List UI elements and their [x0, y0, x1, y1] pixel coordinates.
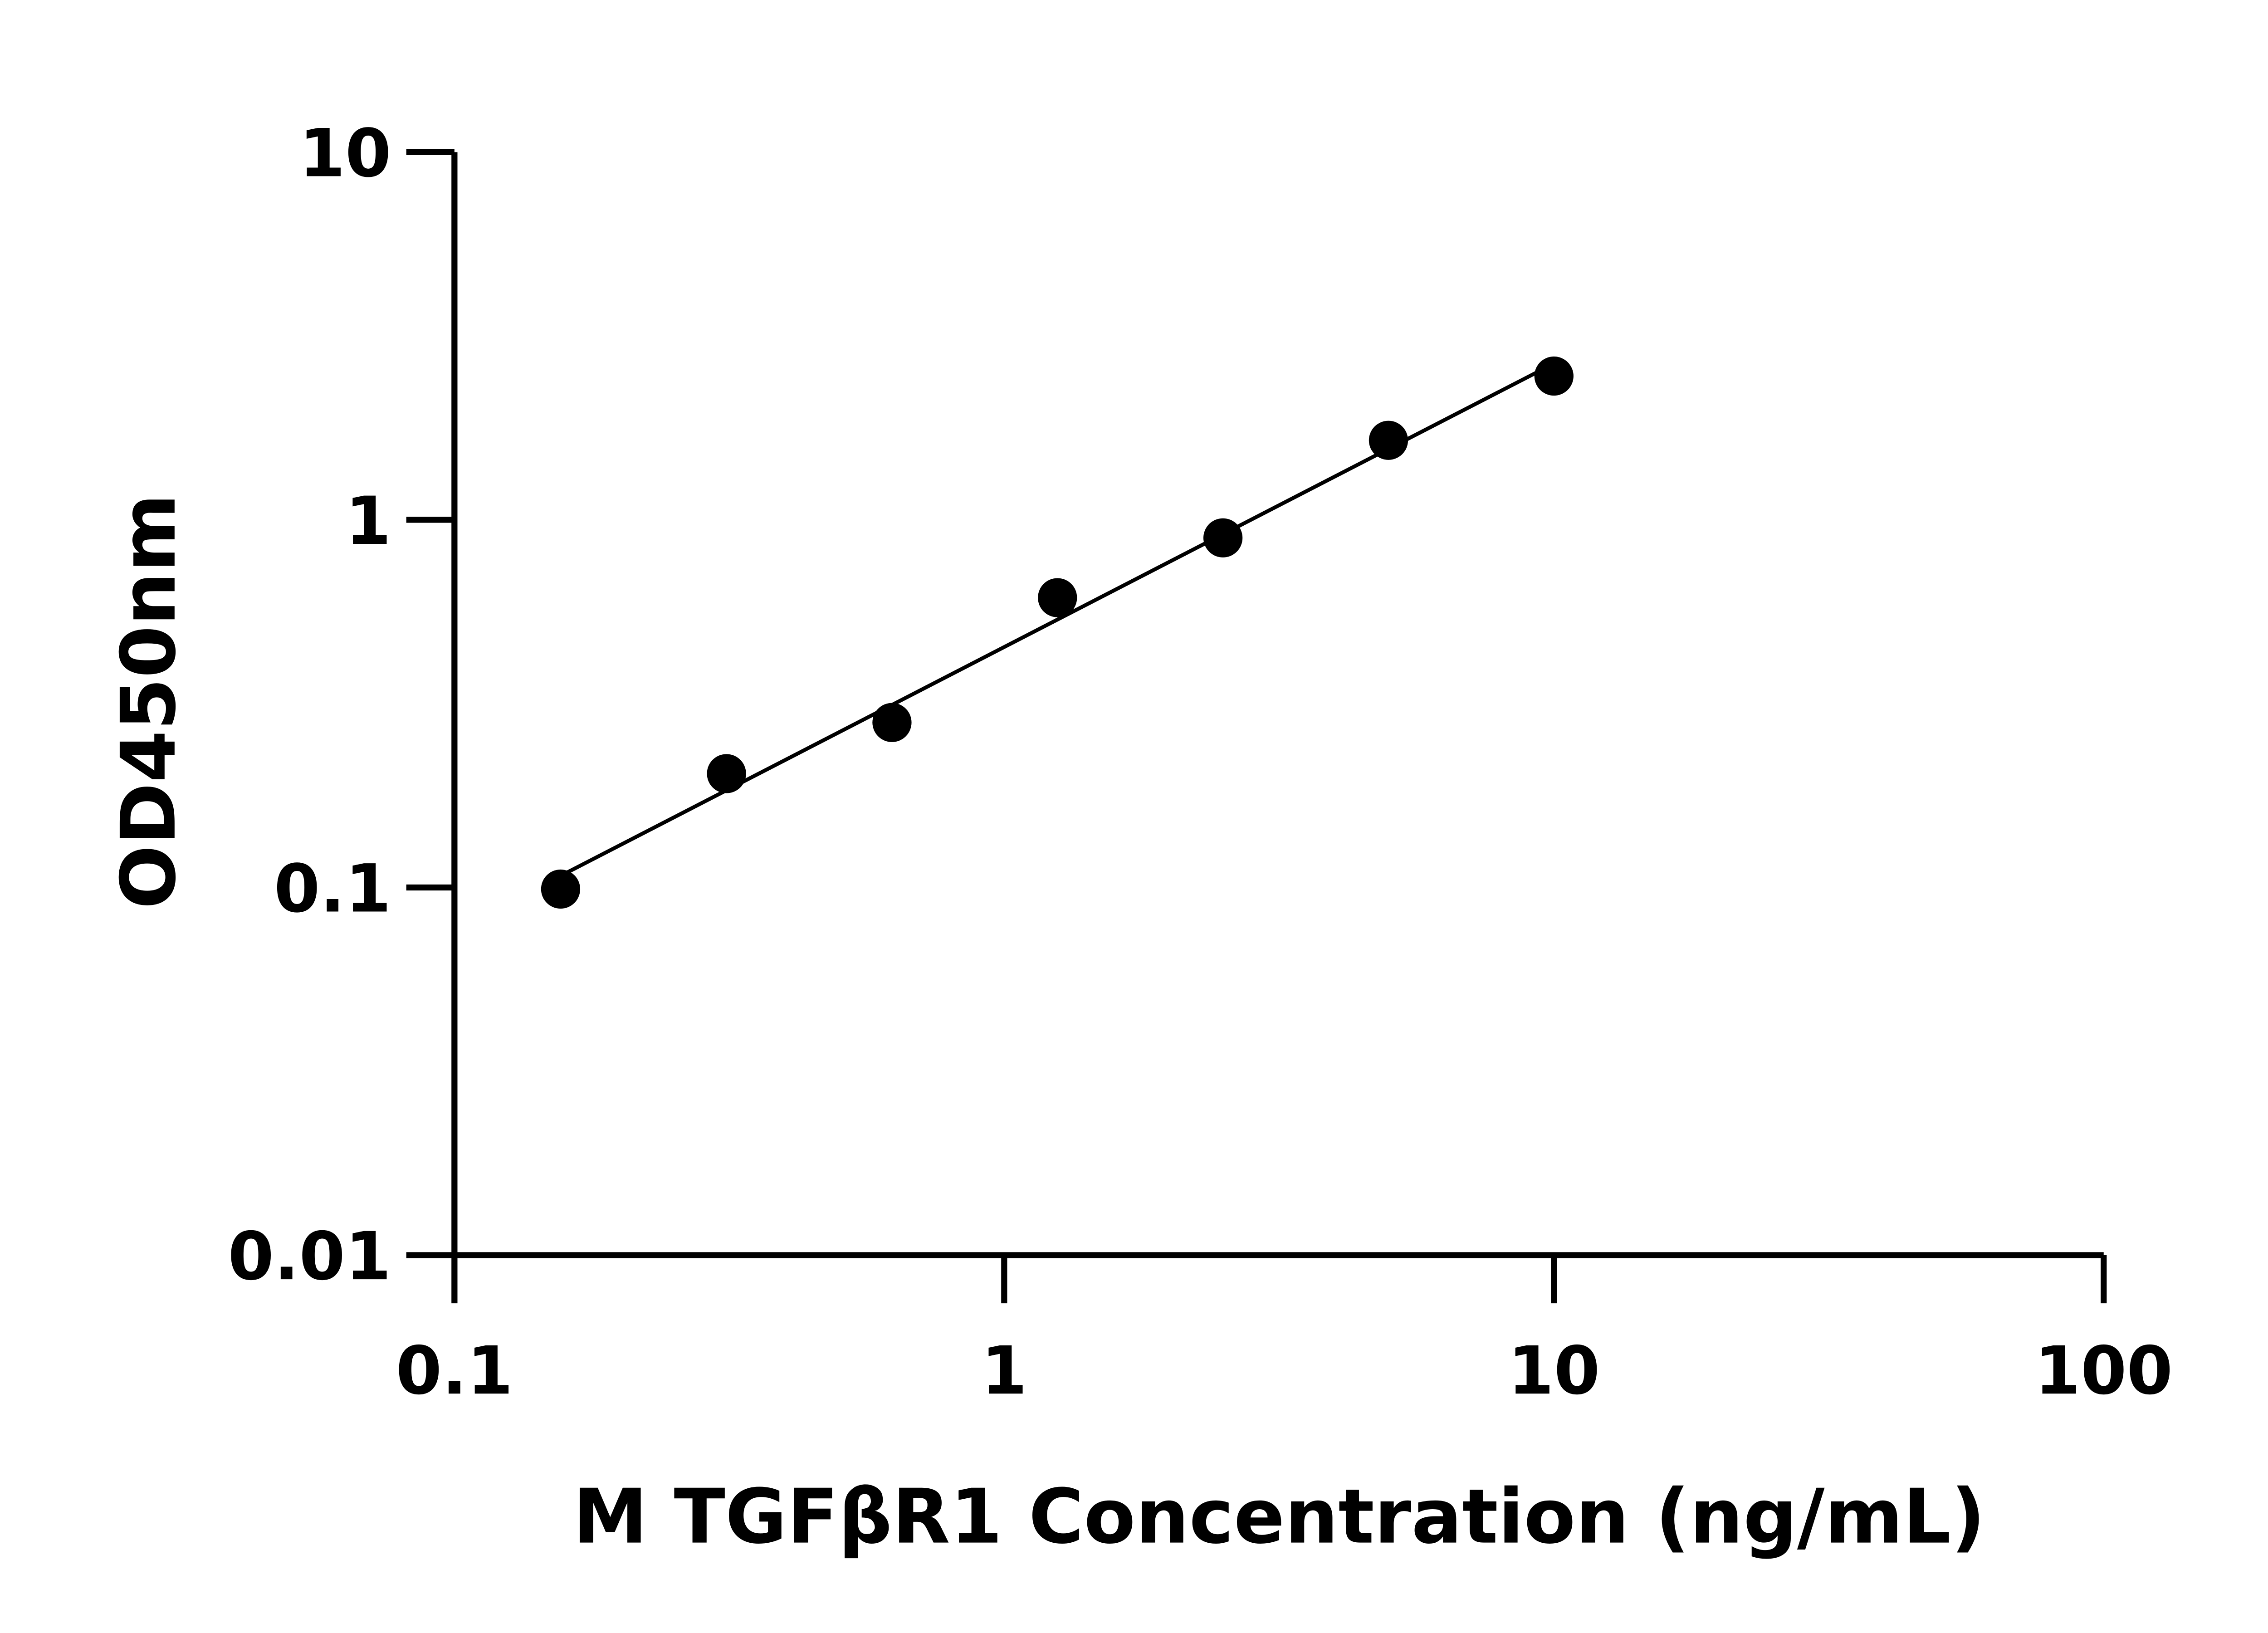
x-axis-label: M TGFβR1 Concentration (ng/mL) — [573, 1473, 1985, 1561]
x-tick-label: 1 — [981, 1333, 1027, 1409]
y-tick-label: 0.01 — [228, 1218, 391, 1295]
y-tick-label: 0.1 — [274, 851, 391, 928]
data-point — [541, 869, 581, 909]
data-point — [707, 754, 746, 793]
x-tick-label: 10 — [1508, 1333, 1600, 1409]
x-tick-label: 0.1 — [396, 1333, 513, 1409]
data-point — [1369, 420, 1408, 460]
y-tick-label: 10 — [299, 115, 391, 192]
y-axis-label: OD450nm — [105, 494, 193, 909]
data-point — [1534, 356, 1574, 396]
data-points — [541, 356, 1574, 909]
data-point — [1038, 578, 1077, 617]
x-tick-label: 100 — [2034, 1333, 2173, 1409]
y-tick-label: 1 — [345, 483, 391, 560]
data-point — [872, 703, 912, 742]
data-point — [1203, 518, 1243, 557]
